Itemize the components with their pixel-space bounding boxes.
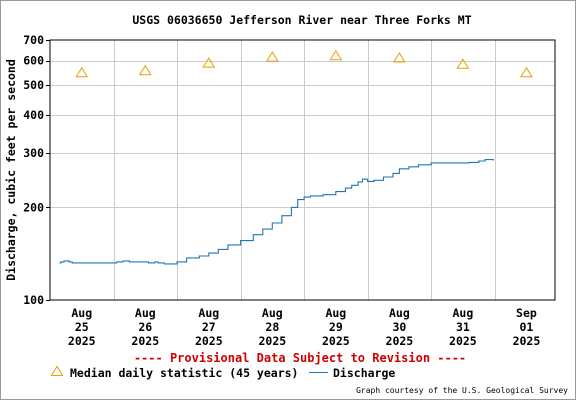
y-tick-label: 300 xyxy=(23,146,44,160)
chart-title: USGS 06036650 Jefferson River near Three… xyxy=(132,13,471,27)
x-tick-label: 29 xyxy=(329,320,343,334)
y-tick-label: 500 xyxy=(23,78,44,92)
x-tick-label: 26 xyxy=(138,320,152,334)
x-tick-label: 01 xyxy=(519,320,533,334)
median-marker xyxy=(202,57,216,68)
x-tick-label: 2025 xyxy=(322,334,350,348)
discharge-series xyxy=(59,159,494,265)
x-tick-label: 2025 xyxy=(449,334,477,348)
legend-discharge-label: Discharge xyxy=(333,366,395,380)
median-marker xyxy=(138,64,152,76)
legend-median-label: Median daily statistic (45 years) xyxy=(70,366,298,380)
x-tick-label: 2025 xyxy=(513,334,541,348)
x-tick-label: Aug xyxy=(325,306,346,320)
x-tick-label: Aug xyxy=(453,306,474,320)
median-marker xyxy=(75,66,89,78)
y-tick-label: 600 xyxy=(23,54,44,68)
median-marker xyxy=(456,58,470,69)
x-tick-label: 27 xyxy=(202,320,216,334)
discharge-line xyxy=(59,159,494,265)
x-tick-label: 2025 xyxy=(68,334,96,348)
x-axis-ticks: Aug252025Aug262025Aug272025Aug282025Aug2… xyxy=(68,306,540,348)
x-tick-label: 28 xyxy=(265,320,279,334)
x-tick-label: Sep xyxy=(516,306,537,320)
x-tick-label: 31 xyxy=(456,320,470,334)
x-tick-label: Aug xyxy=(262,306,283,320)
x-tick-label: 30 xyxy=(392,320,406,334)
x-tick-label: Aug xyxy=(71,306,92,320)
y-tick-label: 700 xyxy=(23,33,44,47)
median-markers xyxy=(75,49,533,78)
plot-frame xyxy=(49,39,556,301)
x-tick-label: Aug xyxy=(198,306,219,320)
y-tick-label: 100 xyxy=(23,293,44,307)
x-tick-label: 2025 xyxy=(386,334,414,348)
y-axis-label: Discharge, cubic feet per second xyxy=(4,59,18,281)
y-axis-ticks: 100 200 300 400 500 600 700 xyxy=(23,33,50,307)
median-marker xyxy=(329,49,343,61)
y-tick-label: 400 xyxy=(23,108,44,122)
median-marker xyxy=(520,66,533,78)
x-tick-label: Aug xyxy=(389,306,410,320)
legend: Median daily statistic (45 years) Discha… xyxy=(50,365,395,380)
provisional-note: ---- Provisional Data Subject to Revisio… xyxy=(134,351,466,365)
legend-median-marker-icon xyxy=(50,365,64,376)
x-tick-label: 25 xyxy=(75,320,89,334)
median-marker xyxy=(265,51,279,62)
x-tick-label: Aug xyxy=(135,306,156,320)
x-tick-label: 2025 xyxy=(258,334,286,348)
median-marker xyxy=(392,51,406,63)
x-tick-label: 2025 xyxy=(195,334,223,348)
y-tick-label: 200 xyxy=(23,200,44,214)
grid xyxy=(50,40,555,300)
x-tick-label: 2025 xyxy=(131,334,159,348)
graph-credit: Graph courtesy of the U.S. Geological Su… xyxy=(356,386,568,395)
